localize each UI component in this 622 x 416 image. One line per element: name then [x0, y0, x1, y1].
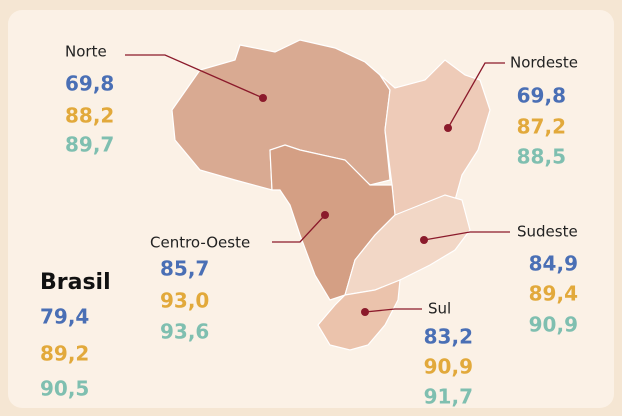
region-value: 90,9: [529, 313, 578, 337]
region-name: Norte: [65, 43, 107, 61]
region-value: 88,5: [517, 145, 566, 169]
region-value: 90,9: [424, 355, 473, 379]
region-value: 88,2: [65, 104, 114, 128]
region-value: 84,9: [529, 252, 578, 276]
region-dot: [321, 211, 329, 219]
region-name: Sudeste: [517, 223, 578, 241]
leader-line: [272, 214, 326, 243]
national-value: 89,2: [40, 342, 89, 366]
region-value: 89,4: [529, 282, 578, 306]
region-value: 93,6: [160, 320, 209, 344]
region-value: 87,2: [517, 115, 566, 139]
region-sudeste: [344, 194, 471, 296]
region-dot: [259, 94, 267, 102]
region-value: 89,7: [65, 133, 114, 157]
region-sul: [317, 279, 401, 351]
national-value: 90,5: [40, 377, 89, 401]
leader-line: [364, 308, 422, 313]
region-dot: [444, 124, 452, 132]
region-value: 69,8: [65, 72, 114, 96]
region-name: Centro-Oeste: [150, 234, 250, 252]
region-norte: [171, 39, 391, 191]
region-value: 83,2: [424, 325, 473, 349]
region-name: Nordeste: [510, 54, 578, 72]
region-value: 91,7: [424, 385, 473, 409]
region-value: 93,0: [160, 289, 209, 313]
leader-line: [423, 231, 510, 241]
region-name: Sul: [428, 300, 451, 318]
region-value: 85,7: [160, 257, 209, 281]
region-value: 69,8: [517, 84, 566, 108]
leader-line: [447, 62, 505, 129]
region-dot: [361, 308, 369, 316]
national-name: Brasil: [40, 270, 111, 295]
region-dot: [420, 236, 428, 244]
national-value: 79,4: [40, 305, 89, 329]
leader-line: [125, 54, 264, 99]
